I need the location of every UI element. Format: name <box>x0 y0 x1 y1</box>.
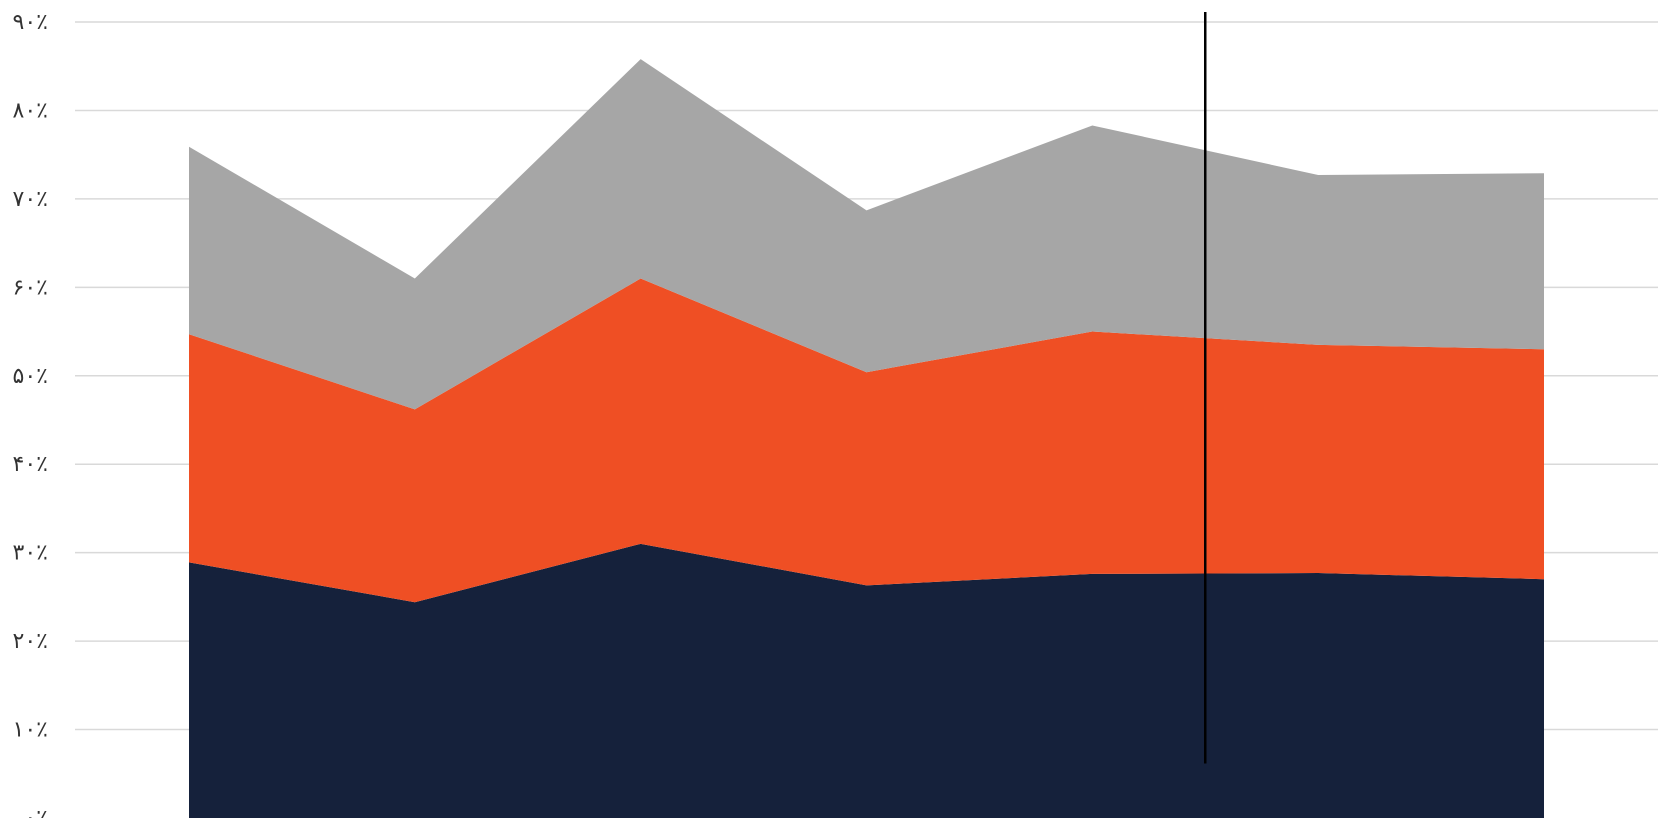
y-tick-label: ۶۰٪ <box>13 275 48 300</box>
y-tick-label: ۴۰٪ <box>13 452 48 477</box>
y-tick-label: ۸۰٪ <box>13 98 48 123</box>
y-tick-label: ۰٪ <box>24 806 48 818</box>
y-axis-labels: ۰٪ ۱۰٪ ۲۰٪ ۳۰٪ ۴۰٪ ۵۰٪ ۶۰٪ ۷۰٪ ۸۰٪ ۹۰٪ <box>13 10 48 818</box>
y-tick-label: ۳۰٪ <box>13 541 48 566</box>
area-series <box>189 59 1544 818</box>
y-tick-label: ۵۰٪ <box>13 364 48 389</box>
y-tick-label: ۷۰٪ <box>13 187 48 212</box>
y-tick-label: ۲۰٪ <box>13 629 48 654</box>
y-tick-label: ۹۰٪ <box>13 10 48 35</box>
y-tick-label: ۱۰٪ <box>13 718 48 743</box>
